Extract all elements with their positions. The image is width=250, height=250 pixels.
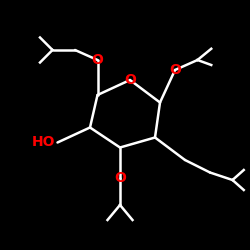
Text: O: O (169, 63, 181, 77)
Text: O: O (92, 53, 104, 67)
Text: O: O (124, 73, 136, 87)
Text: O: O (114, 170, 126, 184)
Text: HO: HO (32, 136, 55, 149)
